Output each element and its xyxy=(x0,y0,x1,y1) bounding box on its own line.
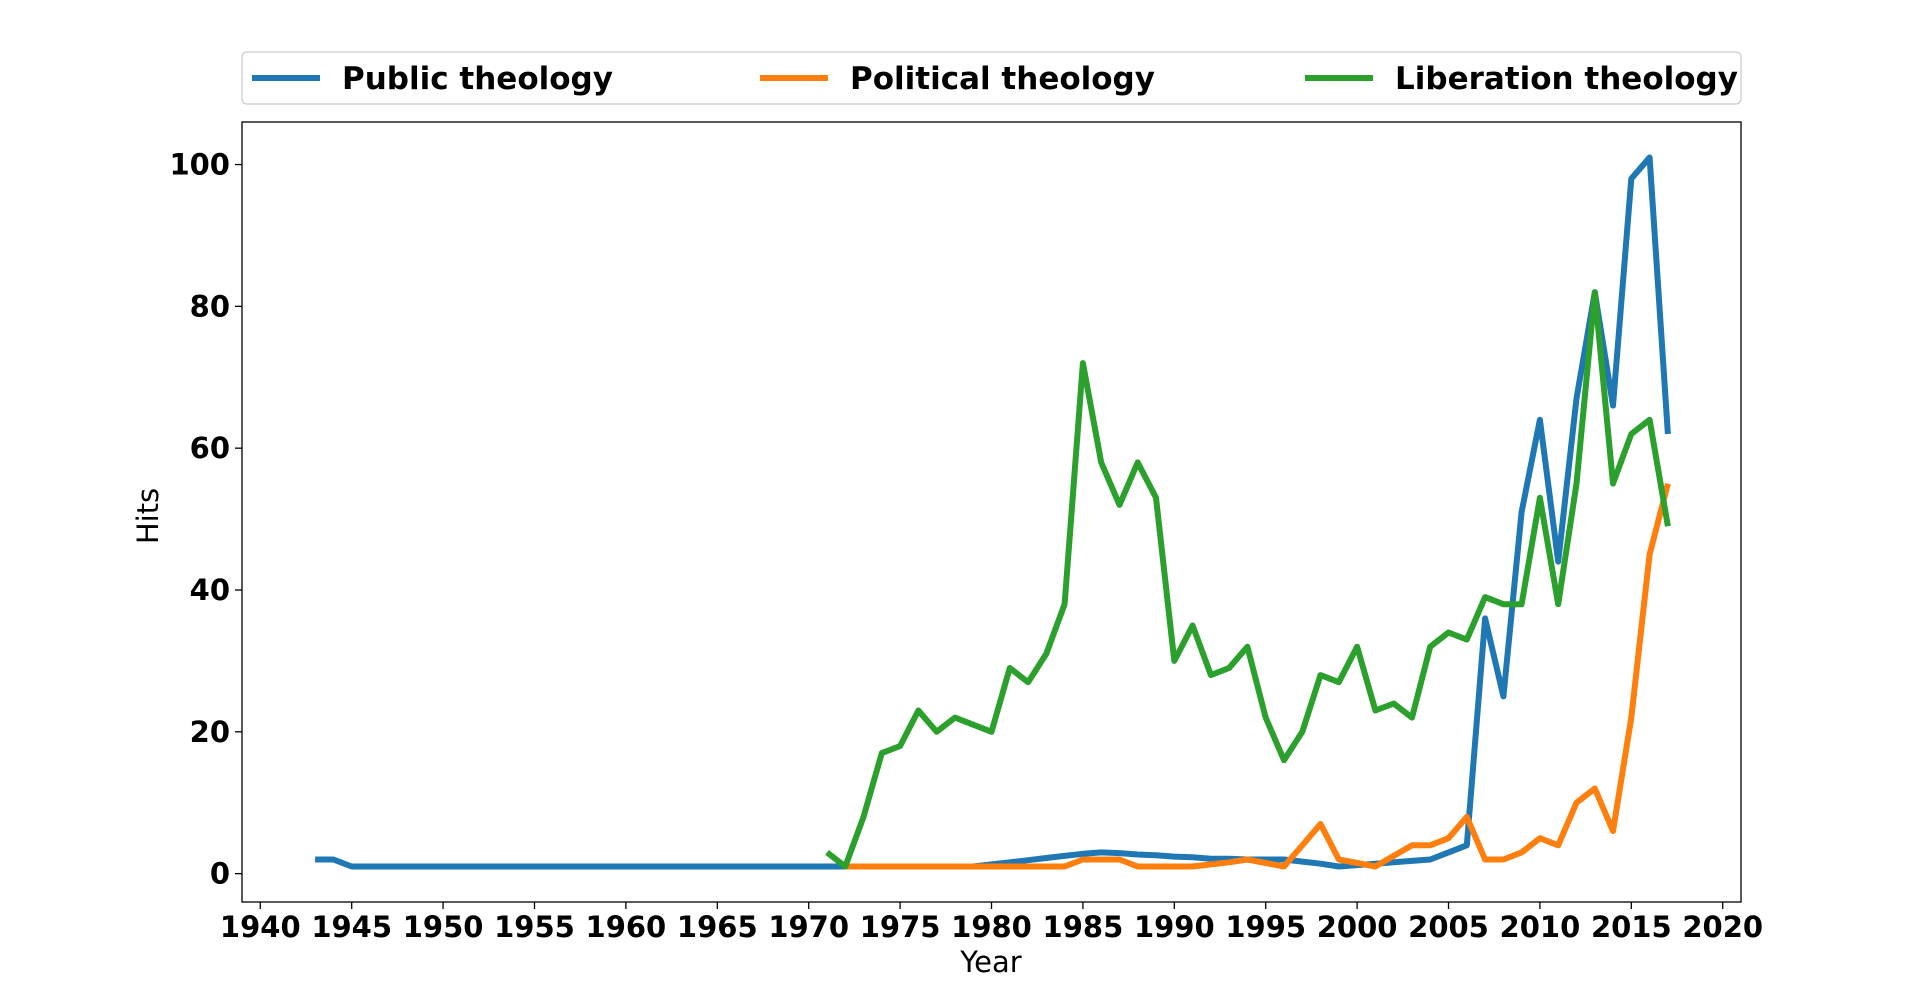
x-tick-label: 2015 xyxy=(1591,910,1672,944)
x-tick-label: 1990 xyxy=(1134,910,1215,944)
x-axis-title: Year xyxy=(959,945,1021,979)
x-axis: 1940 1945 1950 1955 1960 1965 1970 1975 1980 1985… xyxy=(220,902,1763,944)
legend: Public theology Political theology Liberat… xyxy=(241,51,1742,105)
legend-items: Public theology Political theology Liberat… xyxy=(252,61,1738,97)
y-axis-title: Hits xyxy=(131,488,165,544)
x-tick-label: 1965 xyxy=(677,910,758,944)
y-tick-label: 20 xyxy=(190,715,230,749)
plot-area xyxy=(242,122,1741,902)
x-tick-label: 1940 xyxy=(220,910,301,944)
x-tick-label: 1985 xyxy=(1043,910,1124,944)
x-tick-label: 2000 xyxy=(1317,910,1398,944)
legend-label-political-theology: Political theology xyxy=(850,61,1155,97)
x-tick-label: 2020 xyxy=(1682,910,1763,944)
legend-frame xyxy=(241,51,1742,105)
series-line-liberation-theology xyxy=(825,289,1671,870)
x-tick-label: 1995 xyxy=(1225,910,1306,944)
x-tick-label: 1980 xyxy=(951,910,1032,944)
y-tick-label: 100 xyxy=(169,148,230,182)
x-tick-label: 1970 xyxy=(768,910,849,944)
legend-label-public-theology: Public theology xyxy=(342,61,613,97)
x-tick-label: 1960 xyxy=(586,910,667,944)
x-tick-label: 1945 xyxy=(311,910,392,944)
x-tick-label: 2005 xyxy=(1408,910,1489,944)
y-axis: 0 20 40 60 80 100 xyxy=(169,148,242,891)
y-tick-label: 60 xyxy=(190,431,230,465)
x-tick-label: 1975 xyxy=(860,910,941,944)
y-tick-label: 0 xyxy=(210,857,230,891)
x-tick-label: 2010 xyxy=(1500,910,1581,944)
y-tick-label: 40 xyxy=(190,573,230,607)
legend-label-liberation-theology: Liberation theology xyxy=(1395,61,1738,97)
x-tick-label: 1955 xyxy=(494,910,575,944)
y-tick-label: 80 xyxy=(190,289,230,323)
x-tick-label: 1950 xyxy=(403,910,484,944)
series-layer xyxy=(315,154,1671,870)
series-line-political-theology xyxy=(845,482,1671,870)
